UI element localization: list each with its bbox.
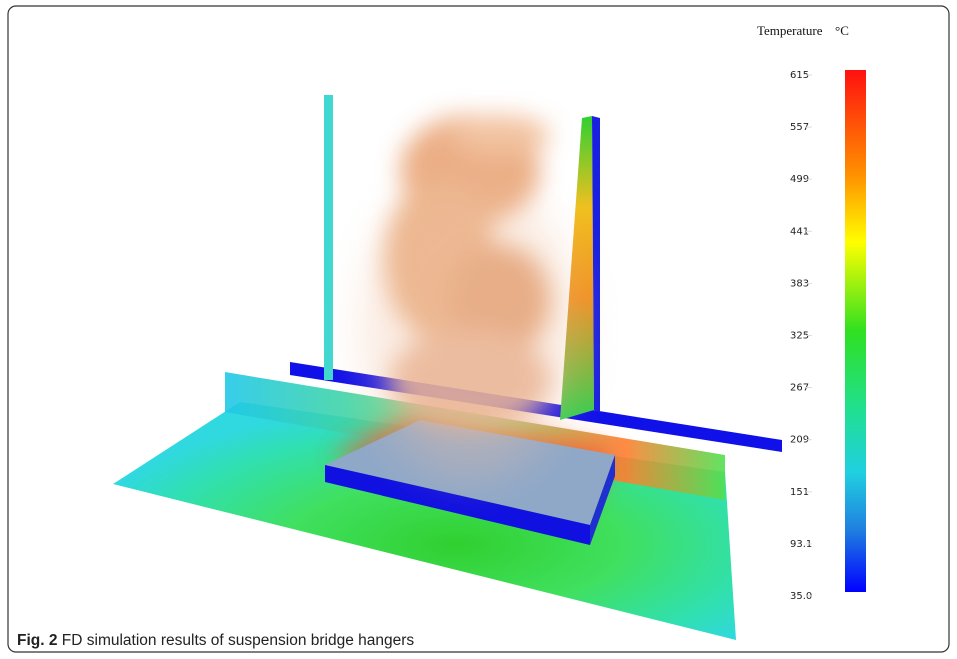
legend-tick-label: 557 (790, 122, 809, 133)
figure: Temperature °C Fig. 2 FD simulation resu… (0, 0, 957, 659)
simulation-scene (113, 95, 782, 640)
caption-label: Fig. 2 (17, 632, 57, 649)
caption: Fig. 2 FD simulation results of suspensi… (17, 632, 414, 649)
figure-canvas: Temperature °C Fig. 2 FD simulation resu… (0, 0, 957, 659)
legend-title: Temperature (757, 23, 823, 38)
color-bar (845, 70, 866, 592)
caption-text: FD simulation results of suspension brid… (62, 632, 415, 649)
legend-unit: °C (835, 23, 849, 38)
